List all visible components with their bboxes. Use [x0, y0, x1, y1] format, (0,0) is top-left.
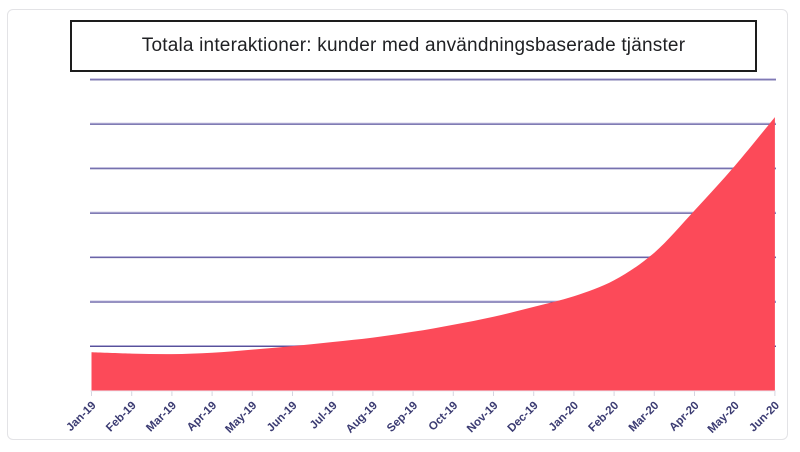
x-axis-label: Apr-20 — [667, 400, 701, 434]
chart-title: Totala interaktioner: kunder med användn… — [141, 35, 686, 56]
x-axis-label: Jul-19 — [308, 400, 340, 432]
x-axis-label: Nov-19 — [465, 400, 501, 436]
x-axis-label: Apr-19 — [185, 400, 219, 434]
x-axis-label: Feb-19 — [104, 400, 139, 435]
x-axis-label: May-19 — [223, 400, 259, 436]
area-series — [91, 117, 775, 391]
x-axis-label: Mar-20 — [627, 400, 662, 435]
chart-title-box: Totala interaktioner: kunder med användn… — [70, 20, 757, 72]
x-axis-label: Aug-19 — [344, 400, 380, 436]
x-axis-label: Jun-19 — [265, 400, 300, 435]
x-axis-label: Jan-20 — [547, 400, 581, 434]
x-axis-label: Mar-19 — [144, 400, 179, 435]
x-axis-label: Jun-20 — [747, 400, 782, 435]
x-axis-label: Dec-19 — [506, 400, 541, 435]
x-axis-label: Oct-19 — [427, 400, 461, 434]
x-axis-label: Jan-19 — [64, 400, 98, 434]
x-axis-label: Sep-19 — [385, 400, 420, 435]
x-axis-label: Feb-20 — [587, 400, 622, 435]
x-axis-label: May-20 — [706, 400, 742, 436]
